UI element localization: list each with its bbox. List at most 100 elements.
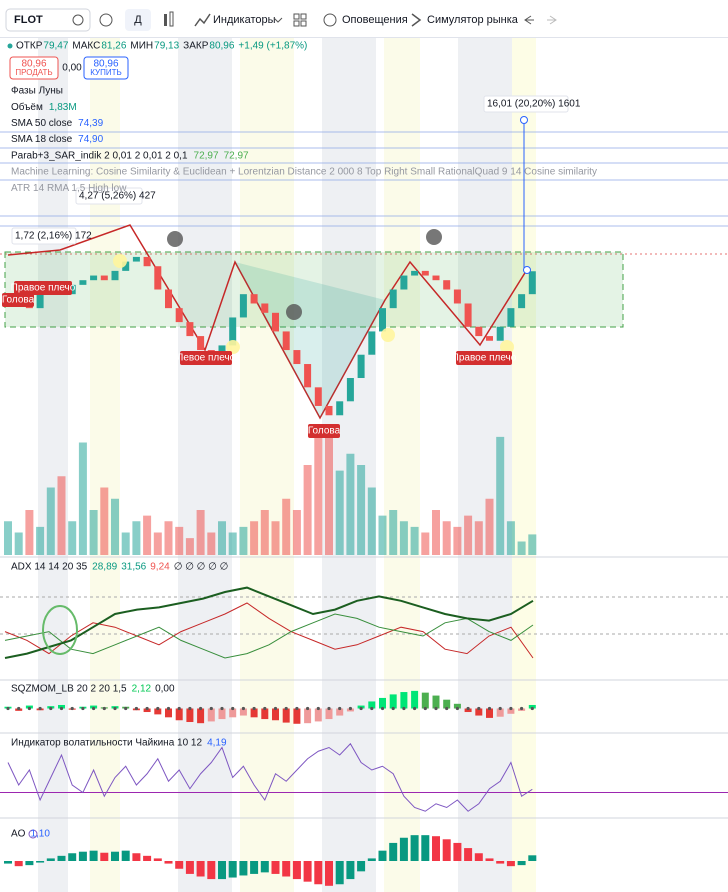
- interval[interactable]: Д: [134, 14, 142, 26]
- squeeze-dot: [498, 706, 502, 711]
- ao-bar: [207, 861, 216, 880]
- volume-bar: [410, 526, 419, 555]
- symbol-icon[interactable]: [72, 14, 84, 26]
- adx-adx-line: [4, 586, 534, 659]
- volume-bar: [399, 521, 408, 555]
- layout-icon[interactable]: [300, 20, 307, 27]
- volume-bar: [132, 521, 141, 555]
- squeeze-dot: [316, 706, 320, 711]
- symbol[interactable]: FLOT: [14, 14, 43, 26]
- alerts-button[interactable]: Оповещения: [342, 14, 408, 26]
- volume-bar: [78, 442, 87, 555]
- candle: [79, 280, 87, 285]
- legend-low-label: МИН: [130, 41, 153, 52]
- pattern-box: [4, 251, 624, 328]
- volume-bar: [175, 526, 184, 555]
- squeeze-dot: [306, 706, 310, 711]
- volume-bar: [196, 510, 205, 555]
- chart-type-icon[interactable]: [164, 14, 167, 26]
- ao-bar: [335, 861, 344, 885]
- sqzmom-bar: [411, 690, 419, 709]
- candle: [304, 364, 312, 388]
- candle: [496, 326, 504, 341]
- ao-bar: [260, 861, 269, 873]
- candle: [154, 266, 162, 290]
- candle: [36, 294, 44, 309]
- dropdown-icon[interactable]: [273, 17, 283, 23]
- candle: [100, 275, 108, 281]
- undo[interactable]: [524, 15, 534, 25]
- ao-icon: [28, 829, 38, 839]
- layout-icon[interactable]: [300, 13, 307, 20]
- pane-value: 28,89: [92, 562, 117, 573]
- candle: [400, 275, 408, 290]
- marker-dot: [286, 304, 302, 320]
- study-name: Фазы Луны: [11, 86, 63, 97]
- candle: [175, 308, 183, 323]
- volume-bar: [506, 521, 515, 555]
- pane-value: ∅ ∅ ∅ ∅ ∅: [174, 562, 229, 573]
- squeeze-dot: [487, 706, 492, 711]
- ao-bar: [506, 861, 515, 867]
- volume-bar: [25, 510, 34, 555]
- ao-bar: [239, 861, 248, 876]
- ao-bar: [528, 855, 537, 861]
- pane-value: 2,12: [132, 684, 152, 695]
- volume-bar: [389, 510, 398, 555]
- candle: [261, 303, 269, 313]
- squeeze-dot: [124, 706, 128, 711]
- study-value: 72,97: [194, 150, 219, 161]
- ao-bar: [496, 861, 505, 864]
- study-name: Объём: [11, 101, 43, 113]
- replay-icon[interactable]: [411, 13, 422, 27]
- volume-bar: [218, 521, 226, 555]
- add-symbol[interactable]: [99, 13, 113, 27]
- marker-dot: [426, 229, 442, 245]
- simulator-button[interactable]: Симулятор рынка: [427, 14, 519, 26]
- volume-bar: [57, 476, 66, 555]
- volume-bar: [68, 521, 77, 555]
- symbol-box[interactable]: [5, 8, 91, 32]
- ao-bar: [464, 848, 473, 861]
- volume-bar: [260, 510, 269, 555]
- squeeze-dot: [423, 706, 427, 711]
- squeeze-dot: [156, 706, 160, 711]
- study-name: SMA 50 close: [11, 118, 73, 129]
- ao-bar: [132, 853, 141, 861]
- layout-icon[interactable]: [293, 13, 300, 20]
- buy-button[interactable]: [83, 56, 129, 80]
- volume-bar: [185, 538, 194, 555]
- legend-open: 79,47: [43, 41, 68, 52]
- layout-icon[interactable]: [293, 20, 300, 27]
- sqzmom-bar: [175, 708, 183, 721]
- sell-label: ПРОДАТЬ: [15, 68, 52, 77]
- pattern-label: Правое плечо: [452, 353, 517, 364]
- indicators-icon[interactable]: [194, 13, 211, 27]
- pattern-label-box: [308, 424, 340, 438]
- ao-bar: [432, 836, 440, 861]
- measure-label: 16,01 (20,20%) 1601: [487, 99, 581, 110]
- squeeze-dot: [220, 706, 224, 711]
- sell-button[interactable]: [9, 56, 59, 80]
- sqzmom-bar: [272, 708, 279, 721]
- indicators-button[interactable]: Индикаторы: [213, 14, 276, 26]
- legend-open-label: ОТКР: [16, 41, 43, 52]
- ao-bar: [357, 861, 366, 872]
- alert-icon[interactable]: [323, 13, 337, 27]
- sqzmom-bar: [229, 708, 237, 718]
- interval-box[interactable]: [125, 9, 151, 31]
- squeeze-dot: [530, 706, 534, 711]
- chart-type-icon[interactable]: [169, 11, 174, 27]
- pane-value: 4,19: [207, 738, 227, 749]
- ao-bar: [250, 861, 259, 874]
- volume-bar: [432, 510, 440, 555]
- redo[interactable]: [547, 15, 557, 25]
- ao-bar: [57, 855, 66, 861]
- study-name: ATR 14 RMA 1,5 High low: [11, 183, 127, 194]
- ao-bar: [4, 861, 12, 864]
- volume-bar: [36, 526, 45, 555]
- candle: [518, 294, 526, 309]
- ao-bar: [121, 850, 130, 861]
- squeeze-dot: [327, 706, 331, 711]
- candle: [379, 308, 386, 332]
